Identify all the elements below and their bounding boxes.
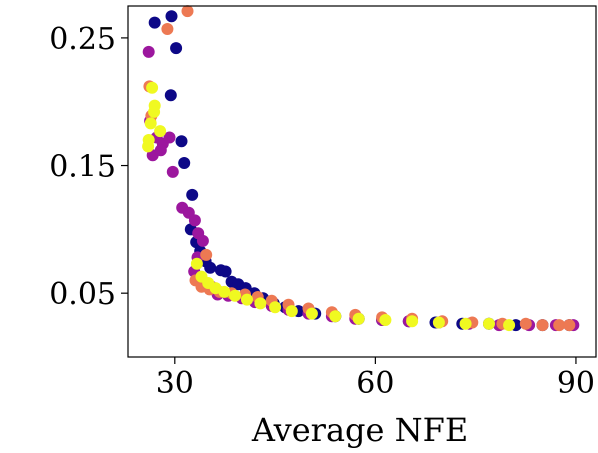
data-point-s0-1 [165,10,178,23]
data-point-s3-3 [144,117,157,130]
data-point-s1-0 [142,45,155,58]
data-point-s3-19 [352,312,365,325]
data-point-s3-17 [305,307,318,320]
data-point-s3-13 [241,293,253,306]
y-tick-label-0: 0.05 [49,277,116,312]
data-point-s2-23 [536,319,549,332]
data-point-s3-18 [329,310,342,323]
data-point-s3-4 [154,125,167,138]
plot-frame [127,5,597,358]
data-point-s3-24 [483,317,495,330]
data-point-s3-14 [254,297,267,310]
data-point-s1-4 [163,131,176,144]
data-point-s3-11 [218,285,231,298]
data-point-s1-7 [154,144,167,157]
data-point-s3-2 [148,105,161,118]
data-point-s3-6 [142,140,155,153]
data-point-s3-12 [229,289,241,302]
y-tick-label-1: 0.15 [49,150,116,185]
data-point-s3-7 [190,257,203,270]
data-point-s1-5 [166,165,179,178]
data-point-s3-16 [285,305,298,318]
x-axis: 30 60 90 [156,357,595,401]
data-point-s3-22 [432,316,445,329]
data-point-s0-11 [204,261,217,274]
data-point-s2-24 [553,319,566,332]
data-point-s0-5 [178,157,191,169]
data-point-s3-0 [146,81,159,94]
y-axis: 0.05 0.15 0.25 [49,22,128,312]
data-points [142,5,580,332]
data-point-s2-25 [563,319,576,332]
data-point-s2-4 [200,248,213,261]
data-point-s3-20 [379,314,392,326]
data-point-s2-0 [161,23,174,35]
data-point-s0-4 [175,135,188,148]
data-point-s3-21 [406,315,419,328]
data-point-s0-3 [164,89,177,102]
x-axis-label: Average NFE [251,411,468,449]
data-point-s3-25 [503,319,516,332]
data-point-s0-13 [219,265,232,278]
data-point-s2-1 [181,5,194,18]
data-point-s3-23 [459,317,472,330]
data-point-s0-6 [186,188,199,201]
data-point-s1-12 [196,234,209,247]
data-point-s0-0 [148,16,161,29]
data-point-s1-10 [188,214,201,227]
data-point-s2-22 [519,317,532,330]
data-point-s0-2 [170,42,183,55]
data-point-s3-15 [269,301,282,314]
x-tick-label-1: 60 [356,366,394,401]
x-tick-label-2: 90 [557,366,595,401]
x-tick-label-0: 30 [156,366,194,401]
y-tick-label-2: 0.25 [49,22,116,57]
